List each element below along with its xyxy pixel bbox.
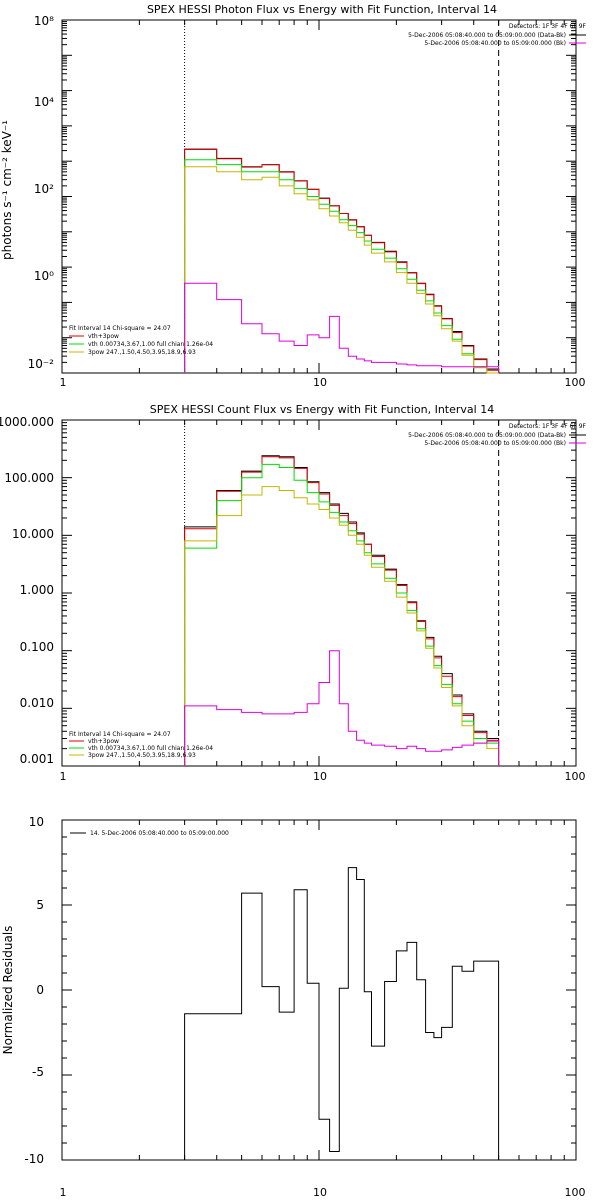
photon-flux-y-tick-label: 10⁸ — [34, 14, 54, 28]
series-line-vth — [184, 159, 499, 374]
series-line-14-5-dec-2006-05-08-40-000-to-05-09-00-000 — [184, 867, 500, 1160]
legend-entry-bk: 5-Dec-2006 05:08:40.000 to 05:09:00.000 … — [424, 40, 566, 47]
y-axis-ticks — [62, 419, 576, 767]
photon-flux-y-tick-label: 10² — [34, 182, 54, 196]
series-line-vth-3pow — [184, 149, 500, 373]
photon-flux-x-tick-labels: 1 10 100 — [60, 376, 586, 389]
photon-flux-x-tick-label: 100 — [565, 376, 586, 389]
photon-flux-y-tick-label: 10⁰ — [34, 269, 54, 283]
detector-list: Detectors: 1F 3F 4F 6F 9F — [509, 423, 587, 430]
photon-flux-title: SPEX HESSI Photon Flux vs Energy with Fi… — [147, 3, 497, 16]
series-line-vth-3pow — [184, 456, 500, 766]
count-flux-detector-legend: Detectors: 1F 3F 4F 6F 9F 5-Dec-2006 05:… — [408, 423, 586, 447]
photon-flux-fit-legend: Fit Interval 14 Chi-square = 24.07 vth+3… — [69, 325, 213, 356]
y-axis-ticks — [62, 819, 576, 1161]
legend-entry-data-bk: 5-Dec-2006 05:08:40.000 to 05:09:00.000 … — [408, 432, 566, 439]
legend-entry-3pow: 3pow 247.,1.50,4.50,3.95,18.9,6.93 — [88, 349, 196, 356]
count-flux-y-tick-label: 1.000 — [20, 583, 54, 597]
legend-entry-data-bk: 5-Dec-2006 05:08:40.000 to 05:09:00.000 … — [408, 32, 566, 39]
detector-list: Detectors: 1F 3F 4F 6F 9F — [509, 23, 587, 30]
series-line-3pow — [184, 166, 499, 374]
residuals-y-tick-label: 5 — [36, 898, 44, 912]
residuals-y-tick-label: -10 — [24, 1152, 44, 1166]
legend-entry-vth: vth 0.00734,3.67,1.00 full chian 1.26e-0… — [88, 745, 213, 752]
legend-entry-vth-3pow: vth+3pow — [88, 738, 119, 745]
count-flux-panel: SPEX HESSI Count Flux vs Energy with Fit… — [0, 403, 587, 783]
photon-flux-plot-area — [61, 19, 577, 374]
residuals-y-tick-label: -5 — [32, 1065, 44, 1079]
series-line-bk — [184, 650, 500, 766]
residuals-x-tick-label: 100 — [565, 1186, 586, 1199]
residuals-y-tick-labels: -10 -5 0 5 10 — [24, 815, 44, 1166]
residuals-y-tick-label: 10 — [29, 815, 44, 829]
count-flux-y-tick-label: 0.100 — [20, 640, 54, 654]
photon-flux-panel: SPEX HESSI Photon Flux vs Energy with Fi… — [0, 3, 587, 389]
legend-entry-interval: 14. 5-Dec-2006 05:08:40.000 to 05:09:00.… — [90, 830, 229, 837]
x-axis-ticks — [61, 20, 577, 373]
count-flux-x-tick-labels: 1 10 100 — [60, 770, 586, 783]
fit-interval-chi-square: Fit Interval 14 Chi-square = 24.07 — [69, 325, 171, 332]
residuals-x-tick-label: 10 — [313, 1186, 327, 1199]
fit-interval-chi-square: Fit Interval 14 Chi-square = 24.07 — [69, 731, 171, 738]
series-line-data-bk — [184, 148, 500, 373]
x-axis-ticks — [61, 820, 577, 1160]
legend-entry-bk: 5-Dec-2006 05:08:40.000 to 05:09:00.000 … — [424, 440, 566, 447]
count-flux-x-tick-label: 100 — [565, 770, 586, 783]
photon-flux-x-tick-label: 10 — [313, 376, 327, 389]
series-line-bk — [184, 282, 500, 373]
legend-entry-3pow: 3pow 247.,1.50,4.50,3.95,18.9,6.93 — [88, 752, 196, 759]
residuals-legend: 14. 5-Dec-2006 05:08:40.000 to 05:09:00.… — [70, 830, 229, 837]
y-axis-ticks — [62, 19, 576, 374]
count-flux-y-tick-label: 0.001 — [20, 752, 54, 766]
photon-flux-y-axis-label: photons s⁻¹ cm⁻² keV⁻¹ — [0, 120, 14, 260]
photon-flux-y-tick-label: 10⁻² — [28, 357, 55, 371]
count-flux-x-tick-label: 10 — [313, 770, 327, 783]
count-flux-y-tick-label: 0.010 — [20, 696, 54, 710]
photon-flux-y-tick-label: 10⁴ — [34, 95, 54, 109]
residuals-panel: 1 10 100 -10 -5 0 5 10 Normalized Residu… — [1, 815, 586, 1199]
count-flux-title: SPEX HESSI Count Flux vs Energy with Fit… — [150, 403, 494, 416]
residuals-y-tick-label: 0 — [36, 983, 44, 997]
count-flux-plot-area — [61, 419, 577, 767]
legend-entry-vth-3pow: vth+3pow — [88, 333, 119, 340]
photon-flux-x-tick-label: 1 — [60, 376, 67, 389]
residuals-x-tick-label: 1 — [60, 1186, 67, 1199]
residuals-y-axis-label: Normalized Residuals — [1, 926, 15, 1055]
residuals-plot-area — [61, 819, 577, 1161]
series-line-vth — [184, 463, 500, 766]
series-line-3pow — [184, 486, 500, 766]
count-flux-y-tick-label: 100.000 — [4, 471, 54, 485]
count-flux-y-tick-labels: 0.001 0.010 0.100 1.000 10.000 100.000 1… — [0, 415, 54, 766]
count-flux-fit-legend: Fit Interval 14 Chi-square = 24.07 vth+3… — [69, 731, 213, 759]
count-flux-y-tick-label: 1000.000 — [0, 415, 54, 429]
residuals-x-tick-labels: 1 10 100 — [60, 1186, 586, 1199]
photon-flux-y-tick-labels: 10⁻² 10⁰ 10² 10⁴ 10⁸ — [28, 14, 55, 371]
legend-entry-vth: vth 0.00734,3.67,1.00 full chian 1.26e-0… — [88, 341, 213, 348]
count-flux-x-tick-label: 1 — [60, 770, 67, 783]
series-line-data-bk — [184, 455, 500, 766]
photon-flux-detector-legend: Detectors: 1F 3F 4F 6F 9F 5-Dec-2006 05:… — [408, 23, 586, 47]
count-flux-y-tick-label: 10.000 — [12, 527, 54, 541]
